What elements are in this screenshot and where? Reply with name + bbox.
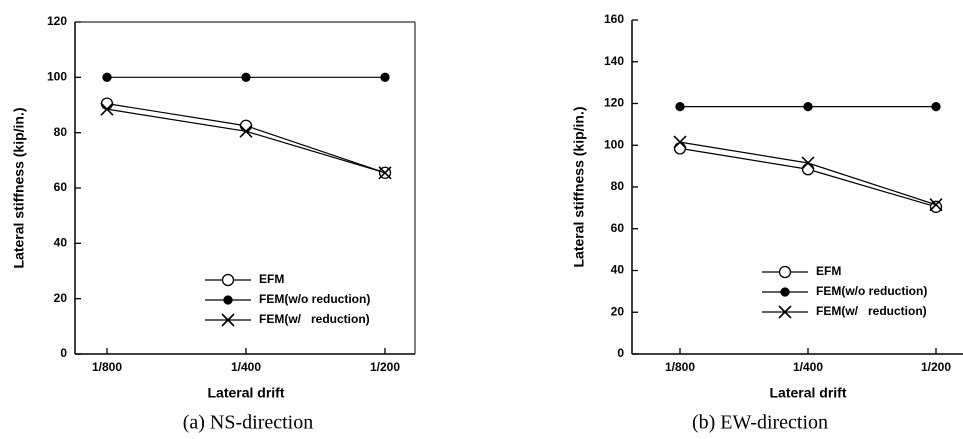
marker-circle: [803, 101, 813, 112]
series-line: [106, 108, 386, 174]
x-tick-label: 1/200: [370, 360, 400, 374]
marker-circle: [223, 295, 233, 305]
marker-circle: [100, 97, 114, 110]
marker-x: [239, 124, 253, 138]
marker-x: [929, 198, 943, 212]
marker-circle: [675, 101, 685, 112]
y-tick-label: 40: [611, 263, 625, 277]
marker-circle: [380, 72, 390, 82]
y-tick-label: 0: [60, 346, 67, 360]
y-tick-label: 0: [617, 346, 624, 360]
y-axis-title: Lateral stiffness (kip/in.): [11, 107, 27, 268]
x-tick-label: 1/800: [92, 360, 122, 374]
legend-label: FEM(w/o reduction): [816, 284, 927, 298]
marker-x: [221, 313, 235, 327]
x-tick-label: 1/200: [921, 360, 951, 374]
y-tick-label: 80: [611, 179, 625, 193]
marker-circle: [673, 142, 687, 155]
marker-circle: [239, 119, 253, 132]
marker-x: [778, 305, 792, 319]
caption: (b) EW-direction: [692, 412, 828, 434]
legend-label: FEM(w/ reduction): [259, 312, 370, 326]
marker-x: [801, 156, 815, 170]
legend-label: FEM(w/o reduction): [259, 292, 370, 306]
y-tick-label: 160: [604, 12, 624, 26]
marker-circle: [931, 101, 941, 112]
marker-x: [100, 102, 114, 116]
marker-circle: [780, 287, 790, 297]
x-axis-title: Lateral drift: [769, 385, 846, 401]
series-line: [679, 147, 937, 208]
marker-x: [673, 135, 687, 149]
y-tick-label: 20: [54, 291, 68, 305]
x-tick-label: 1/800: [665, 360, 695, 374]
y-tick-label: 20: [611, 304, 625, 318]
marker-circle: [241, 72, 251, 82]
marker-circle: [778, 265, 792, 279]
x-tick-label: 1/400: [793, 360, 823, 374]
x-axis-title: Lateral drift: [207, 385, 284, 401]
legend-label: EFM: [816, 264, 841, 278]
y-tick-label: 100: [604, 137, 624, 151]
caption: (a) NS-direction: [183, 412, 314, 434]
y-tick-label: 100: [47, 70, 67, 84]
marker-circle: [801, 163, 815, 176]
x-tick-label: 1/400: [231, 360, 261, 374]
legend-label: FEM(w/ reduction): [816, 304, 927, 318]
y-tick-label: 40: [54, 236, 68, 250]
y-tick-label: 120: [47, 14, 67, 28]
y-axis-title: Lateral stiffness (kip/in.): [571, 106, 587, 267]
y-tick-label: 120: [604, 96, 624, 110]
y-tick-label: 80: [54, 125, 68, 139]
marker-x: [378, 166, 392, 180]
legend-label: EFM: [259, 272, 284, 286]
series-line: [106, 103, 386, 174]
marker-circle: [102, 72, 112, 82]
marker-circle: [221, 273, 235, 287]
y-tick-label: 60: [611, 221, 625, 235]
y-tick-label: 60: [54, 180, 68, 194]
y-tick-label: 140: [604, 54, 624, 68]
